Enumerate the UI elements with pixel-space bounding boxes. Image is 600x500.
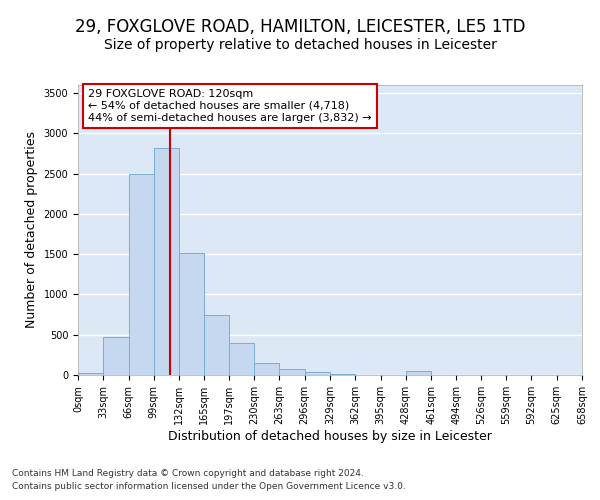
Bar <box>229 343 254 375</box>
Bar <box>128 174 154 375</box>
Bar <box>205 316 229 375</box>
Bar <box>305 372 330 375</box>
Bar <box>280 368 305 375</box>
Text: Contains public sector information licensed under the Open Government Licence v3: Contains public sector information licen… <box>12 482 406 491</box>
Bar <box>154 148 179 375</box>
X-axis label: Distribution of detached houses by size in Leicester: Distribution of detached houses by size … <box>168 430 492 442</box>
Text: Size of property relative to detached houses in Leicester: Size of property relative to detached ho… <box>104 38 496 52</box>
Bar <box>406 370 431 375</box>
Bar <box>254 363 280 375</box>
Text: Contains HM Land Registry data © Crown copyright and database right 2024.: Contains HM Land Registry data © Crown c… <box>12 468 364 477</box>
Text: 29, FOXGLOVE ROAD, HAMILTON, LEICESTER, LE5 1TD: 29, FOXGLOVE ROAD, HAMILTON, LEICESTER, … <box>75 18 525 36</box>
Y-axis label: Number of detached properties: Number of detached properties <box>25 132 38 328</box>
Bar <box>103 337 128 375</box>
Bar <box>78 374 103 375</box>
Bar <box>179 254 205 375</box>
Text: 29 FOXGLOVE ROAD: 120sqm
← 54% of detached houses are smaller (4,718)
44% of sem: 29 FOXGLOVE ROAD: 120sqm ← 54% of detach… <box>88 90 372 122</box>
Bar <box>330 374 355 375</box>
